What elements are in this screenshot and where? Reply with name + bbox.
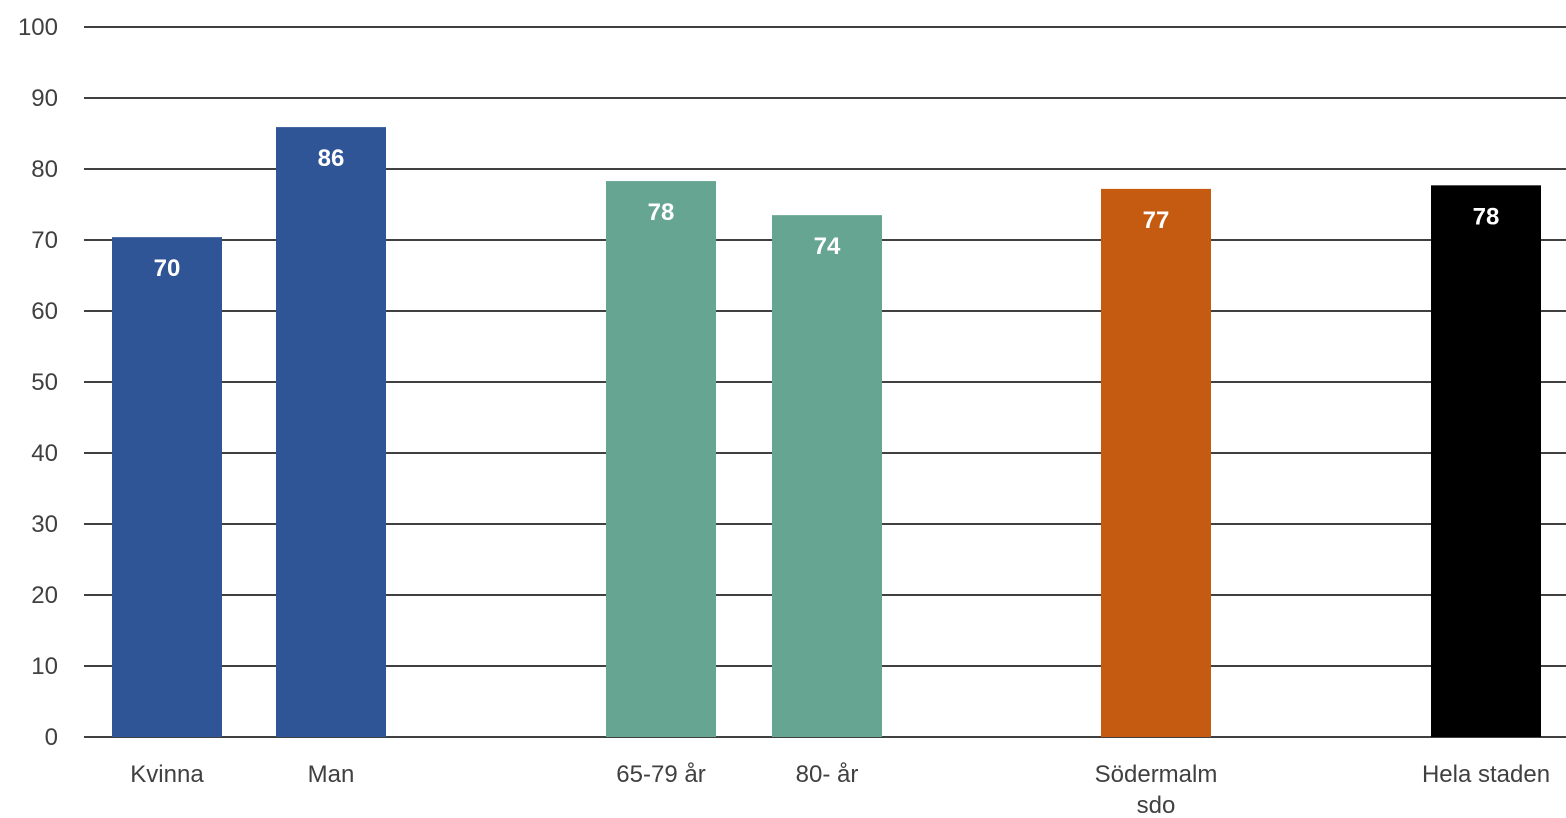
data-label: 78: [1473, 203, 1500, 230]
bar: [772, 215, 882, 737]
data-label: 78: [648, 199, 675, 226]
y-tick-label: 20: [31, 582, 58, 609]
data-label: 70: [154, 255, 181, 282]
bar: [112, 237, 222, 737]
bar: [606, 181, 716, 737]
y-tick-label: 0: [45, 724, 58, 751]
y-tick-label: 60: [31, 298, 58, 325]
bar: [276, 127, 386, 738]
y-tick-label: 90: [31, 85, 58, 112]
x-axis-categories: Kvinna Man 65-79 år 80- år Södermalm sdo Hela …: [130, 761, 1550, 818]
bars: [112, 127, 1541, 738]
x-category-label: Man: [308, 761, 355, 788]
y-tick-label: 80: [31, 156, 58, 183]
bar: [1101, 188, 1211, 737]
bar: [1431, 185, 1541, 737]
x-category-label: Kvinna: [130, 761, 204, 788]
y-tick-label: 10: [31, 653, 58, 680]
x-category-label: Södermalm: [1095, 761, 1218, 788]
x-category-label: 65-79 år: [616, 761, 705, 788]
y-tick-label: 100: [18, 14, 58, 41]
data-labels: 70 86 78 74 77 78: [154, 145, 1500, 282]
y-axis-ticks: 0 10 20 30 40 50 60 70 80 90 100: [18, 14, 58, 751]
y-tick-label: 50: [31, 369, 58, 396]
y-tick-label: 70: [31, 227, 58, 254]
y-tick-label: 30: [31, 511, 58, 538]
data-label: 86: [318, 145, 345, 172]
data-label: 77: [1143, 207, 1170, 234]
x-category-label: 80- år: [796, 761, 859, 788]
x-category-label: Hela staden: [1422, 761, 1550, 788]
data-label: 74: [814, 233, 841, 260]
y-tick-label: 40: [31, 440, 58, 467]
x-category-label: sdo: [1137, 792, 1176, 818]
